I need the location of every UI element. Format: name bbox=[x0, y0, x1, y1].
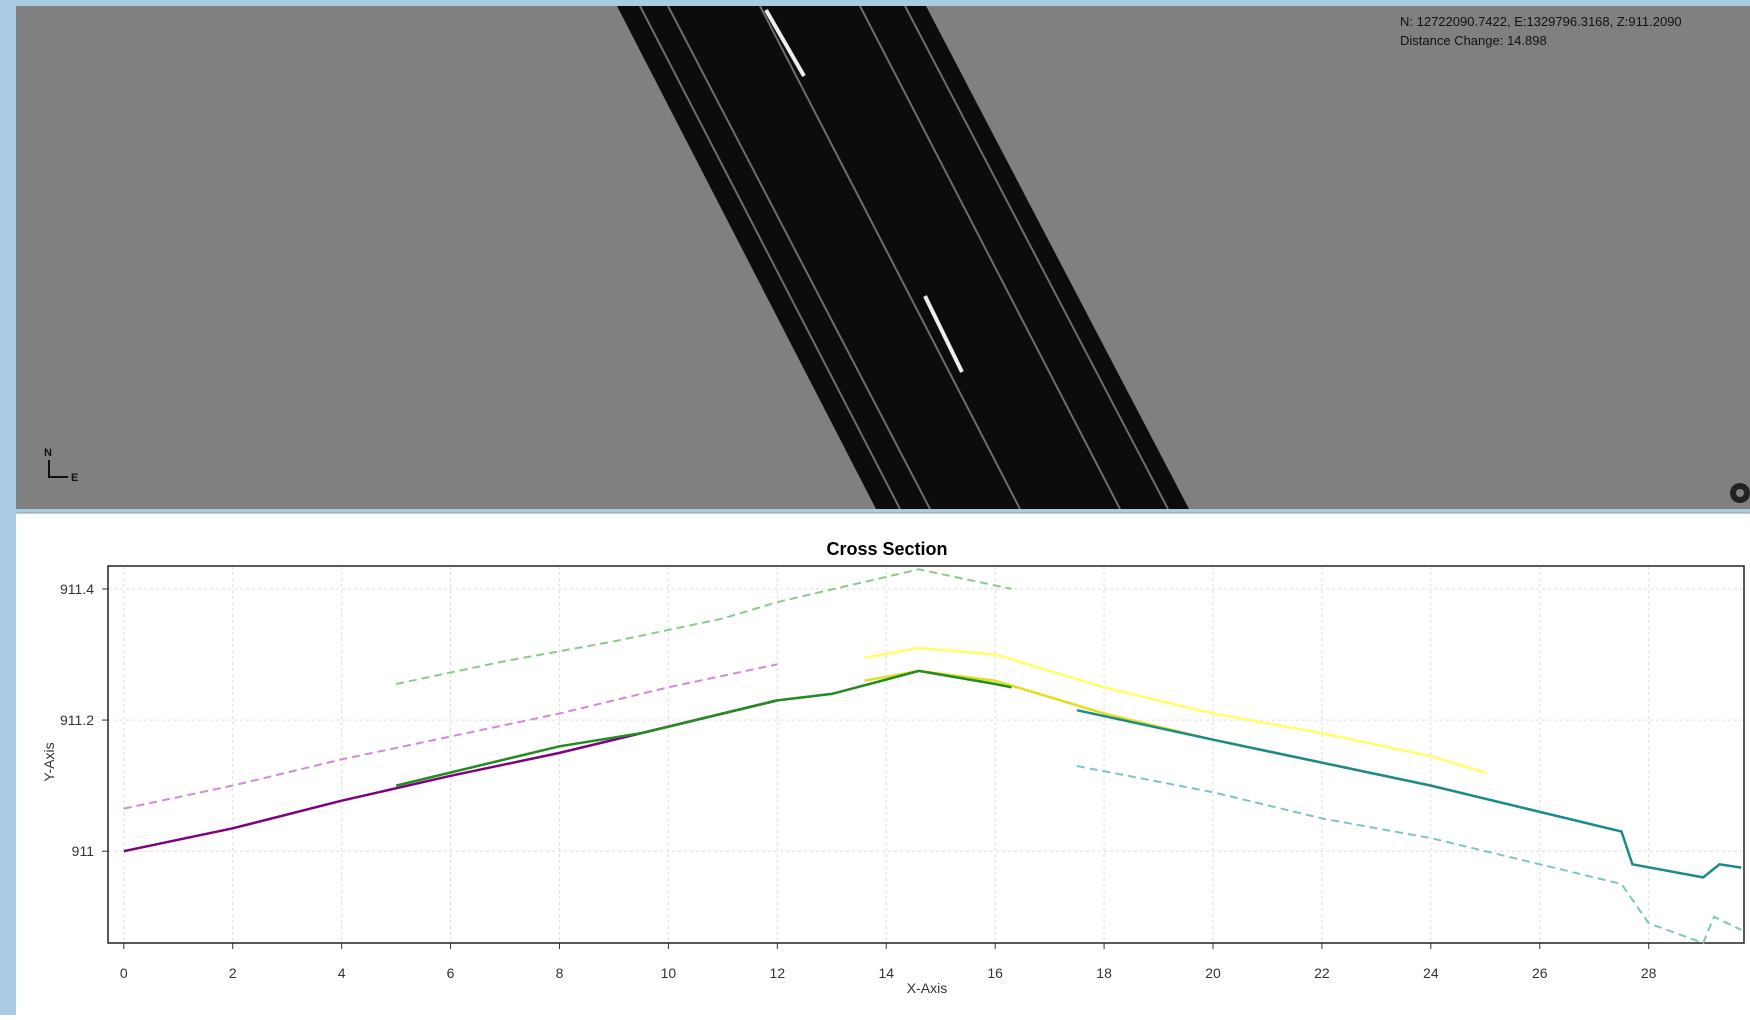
road-stripes bbox=[639, 5, 1169, 510]
compass-north: N bbox=[44, 447, 52, 459]
series-line bbox=[1076, 765, 1742, 945]
series-line bbox=[1076, 708, 1742, 879]
x-tick-label: 24 bbox=[1423, 965, 1439, 981]
series-line bbox=[864, 646, 1486, 774]
x-tick-label: 20 bbox=[1205, 965, 1221, 981]
x-axis-label: X-Axis bbox=[907, 980, 947, 996]
chart-panel bbox=[16, 513, 1750, 1015]
x-tick-label: 8 bbox=[556, 965, 564, 981]
lane-marking bbox=[923, 295, 964, 373]
y-tick-label: 911 bbox=[72, 843, 95, 859]
x-tick-label: 2 bbox=[229, 965, 237, 981]
x-tick-label: 28 bbox=[1641, 965, 1657, 981]
x-tick-label: 4 bbox=[338, 965, 346, 981]
x-tick-label: 6 bbox=[447, 965, 455, 981]
compass-east: E bbox=[71, 472, 78, 484]
distance-change: Distance Change: 14.898 bbox=[1400, 33, 1547, 48]
x-tick-label: 10 bbox=[661, 965, 677, 981]
x-tick-label: 22 bbox=[1314, 965, 1330, 981]
series-line bbox=[395, 669, 1012, 787]
y-tick-label: 911.2 bbox=[60, 712, 94, 728]
lane-marking bbox=[764, 9, 806, 77]
series-line bbox=[123, 663, 778, 810]
x-tick-label: 12 bbox=[770, 965, 786, 981]
settings-button[interactable] bbox=[1730, 483, 1750, 503]
x-tick-label: 18 bbox=[1096, 965, 1112, 981]
y-tick-label: 911.4 bbox=[60, 581, 94, 597]
x-tick-label: 16 bbox=[987, 965, 1003, 981]
chart-title: Cross Section bbox=[826, 539, 947, 559]
coordinates: N: 12722090.7422, E:1329796.3168, Z:911.… bbox=[1400, 14, 1682, 29]
series-line bbox=[395, 568, 1012, 685]
x-tick-label: 26 bbox=[1532, 965, 1548, 981]
x-tick-label: 14 bbox=[878, 965, 894, 981]
x-tick-label: 0 bbox=[120, 965, 128, 981]
road-scan bbox=[617, 6, 1189, 509]
y-axis-label: Y-Axis bbox=[41, 742, 57, 781]
plot-frame bbox=[107, 565, 1745, 944]
